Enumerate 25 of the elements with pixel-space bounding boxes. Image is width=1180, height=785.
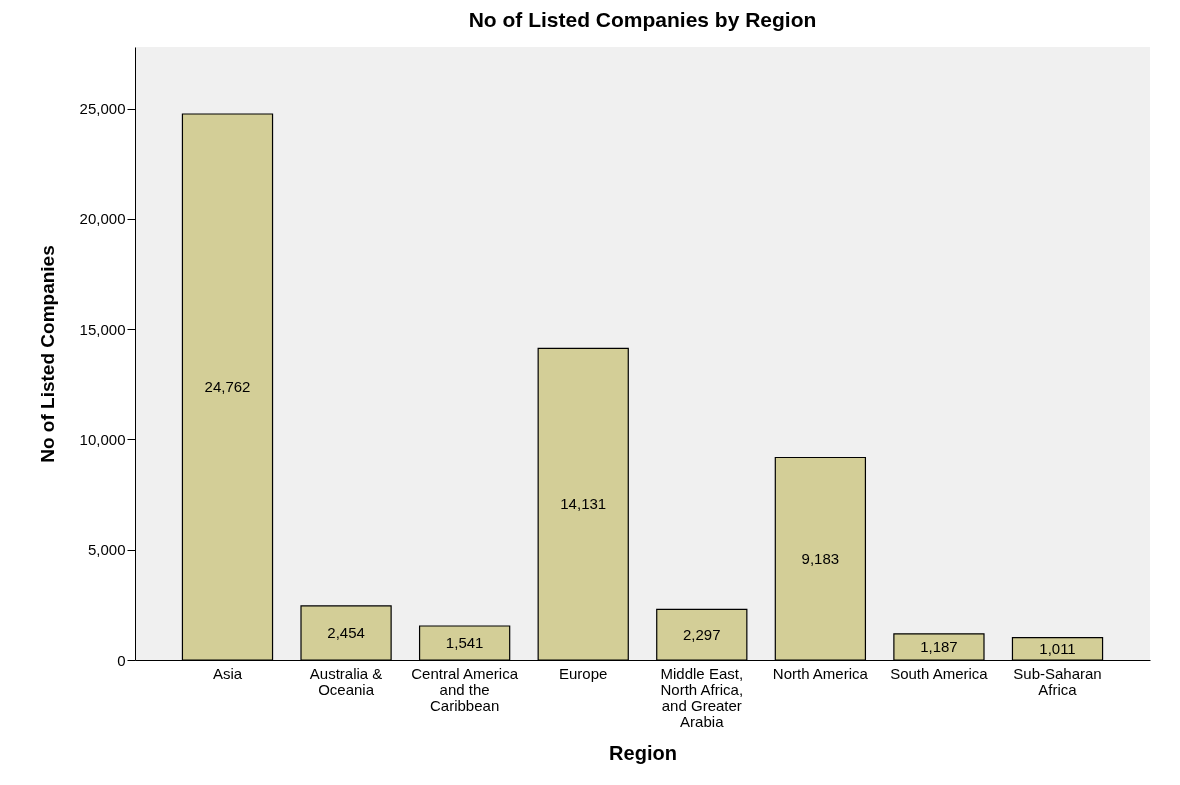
x-axis-title: Region bbox=[609, 741, 677, 764]
data-label: 1,541 bbox=[445, 634, 484, 652]
x-tick-label: Central America and the Caribbean bbox=[411, 664, 519, 714]
x-tick-label: Europe bbox=[559, 664, 608, 682]
x-tick-label: Sub-Saharan Africa bbox=[1013, 664, 1102, 698]
data-label: 1,187 bbox=[920, 637, 958, 655]
x-tick-label: Middle East, North Africa, and Greater Arabia bbox=[660, 664, 744, 730]
data-label: 1,011 bbox=[1039, 639, 1076, 657]
data-label: 24,762 bbox=[204, 377, 251, 395]
data-label: 2,297 bbox=[683, 625, 721, 643]
y-tick-label: 10,000 bbox=[79, 431, 126, 448]
chart-title: No of Listed Companies by Region bbox=[468, 8, 817, 31]
y-tick-label: 15,000 bbox=[79, 320, 126, 338]
y-tick-label: 20,000 bbox=[79, 210, 126, 228]
data-label: 2,454 bbox=[327, 623, 365, 641]
x-tick-label: South America bbox=[890, 664, 989, 682]
x-tick-label: Australia & Oceania bbox=[309, 664, 383, 698]
x-tick-label: Asia bbox=[212, 664, 243, 682]
data-label: 9,183 bbox=[801, 549, 840, 567]
y-axis-title: No of Listed Companies bbox=[36, 245, 58, 463]
y-tick-label: 5,000 bbox=[87, 541, 126, 559]
y-tick-label: 0 bbox=[117, 651, 126, 669]
x-tick-label: North America bbox=[772, 664, 869, 682]
y-tick-label: 25,000 bbox=[79, 100, 126, 118]
data-label: 14,131 bbox=[560, 495, 607, 513]
